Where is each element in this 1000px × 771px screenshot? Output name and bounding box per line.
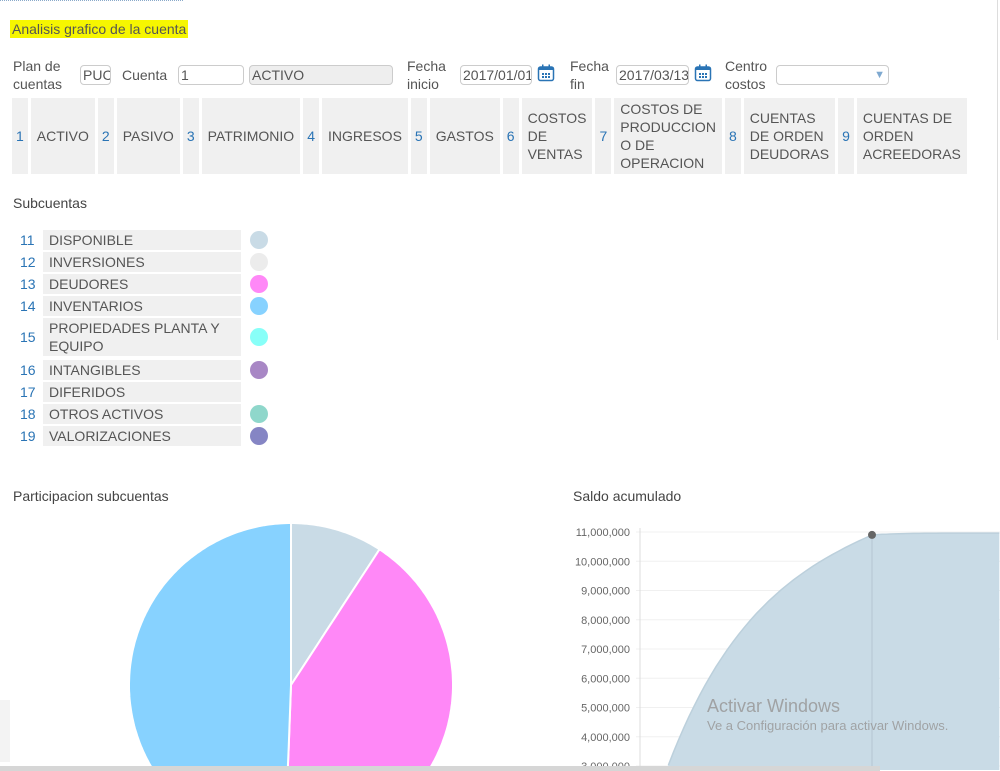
pie-chart-title: Participacion subcuentas: [13, 488, 169, 504]
data-point[interactable]: [868, 530, 876, 539]
area-line: [667, 532, 1000, 766]
plan-label: Plan de cuentas: [13, 58, 63, 92]
subcuenta-name: OTROS ACTIVOS: [43, 404, 241, 424]
account-class-item[interactable]: INGRESOS: [322, 98, 408, 174]
y-tick-label: 8,000,000: [581, 615, 630, 627]
color-swatch: [250, 405, 268, 423]
cuenta-input[interactable]: 1: [178, 65, 244, 85]
y-tick-label: 6,000,000: [581, 673, 630, 685]
cuenta-label: Cuenta: [122, 67, 168, 83]
watermark-subtitle: Ve a Configuración para activar Windows.: [707, 718, 949, 733]
account-number[interactable]: 3: [182, 98, 199, 174]
subcuenta-number: 17: [20, 384, 36, 400]
subcuenta-item[interactable]: 15 PROPIEDADES PLANTA Y EQUIPO: [14, 318, 268, 356]
y-tick-label: 7,000,000: [581, 644, 630, 656]
account-class-bar: 1 ACTIVO 2 PASIVO 3 PATRIMONIO 4 INGRESOS 5 GASTO…: [9, 98, 970, 174]
y-tick-label: 11,000,000: [576, 527, 630, 539]
account-class-item[interactable]: GASTOS: [429, 98, 500, 174]
account-class-item[interactable]: CUENTAS DE ORDEN ACREEDORAS: [856, 98, 967, 174]
account-number[interactable]: 2: [97, 98, 114, 174]
subcuenta-item[interactable]: 14 INVENTARIOS: [14, 296, 268, 316]
subcuenta-number: 14: [20, 298, 36, 314]
centro-costos-label: Centro costos: [725, 58, 768, 92]
right-divider: [997, 0, 998, 340]
pie-chart: [128, 522, 454, 771]
pie-slice[interactable]: [128, 522, 292, 771]
subcuenta-item[interactable]: 11 DISPONIBLE: [14, 230, 268, 250]
area-fill: [640, 533, 1000, 770]
y-tick-label: 10,000,000: [575, 556, 630, 568]
color-swatch: [250, 231, 268, 249]
color-swatch: [250, 297, 268, 315]
subcuenta-number: 18: [20, 406, 36, 422]
page-title: Analisis grafico de la cuenta: [10, 20, 189, 38]
color-swatch: [250, 253, 268, 271]
y-tick-label: 4,000,000: [581, 732, 630, 744]
plan-select[interactable]: PUC: [80, 65, 111, 85]
fecha-fin-label: Fecha fin: [570, 58, 609, 92]
subcuenta-item[interactable]: 13 DEUDORES: [14, 274, 268, 294]
top-divider: [0, 0, 183, 1]
subcuenta-name: DEUDORES: [43, 274, 241, 294]
account-class-item[interactable]: COSTOS DE VENTAS: [521, 98, 593, 174]
calendar-icon[interactable]: [537, 64, 555, 82]
y-tick-label: 5,000,000: [581, 703, 630, 715]
subcuenta-name: INVERSIONES: [43, 252, 241, 272]
account-class-item[interactable]: COSTOS DE PRODUCCION O DE OPERACION: [614, 98, 722, 174]
subcuenta-number: 16: [20, 362, 36, 378]
account-number[interactable]: 8: [724, 98, 741, 174]
subcuenta-item[interactable]: 12 INVERSIONES: [14, 252, 268, 272]
color-swatch: [250, 275, 268, 293]
color-swatch: [250, 383, 268, 401]
y-tick-label: 9,000,000: [581, 586, 630, 598]
subcuenta-number: 11: [20, 232, 35, 248]
subcuenta-name: DISPONIBLE: [43, 230, 241, 250]
subcuenta-item[interactable]: 19 VALORIZACIONES: [14, 426, 268, 446]
subcuenta-name: INTANGIBLES: [43, 360, 241, 380]
subcuenta-number: 15: [20, 329, 36, 345]
subcuenta-number: 13: [20, 276, 36, 292]
side-panel-handle[interactable]: [0, 700, 10, 762]
account-number[interactable]: 4: [303, 98, 319, 174]
account-class-item[interactable]: PASIVO: [116, 98, 180, 174]
color-swatch: [250, 427, 268, 445]
watermark-title: Activar Windows: [707, 696, 841, 716]
subcuenta-name: VALORIZACIONES: [43, 426, 241, 446]
area-chart-title: Saldo acumulado: [573, 488, 682, 504]
subcuenta-number: 19: [20, 428, 36, 444]
calendar-icon[interactable]: [694, 64, 712, 82]
subcuentas-title: Subcuentas: [13, 195, 87, 211]
account-class-item[interactable]: CUENTAS DE ORDEN DEUDORAS: [743, 98, 836, 174]
fecha-inicio-input[interactable]: 2017/01/01: [460, 65, 532, 85]
subcuenta-item[interactable]: 18 OTROS ACTIVOS: [14, 404, 268, 424]
subcuenta-name: PROPIEDADES PLANTA Y EQUIPO: [43, 318, 241, 356]
color-swatch: [250, 328, 268, 346]
account-class-item[interactable]: PATRIMONIO: [201, 98, 301, 174]
account-class-item[interactable]: ACTIVO: [30, 98, 95, 174]
fecha-inicio-label: Fecha inicio: [407, 58, 446, 92]
subcuenta-item[interactable]: 16 INTANGIBLES: [14, 360, 268, 380]
subcuenta-number: 12: [20, 254, 36, 270]
account-number[interactable]: 7: [595, 98, 612, 174]
fecha-fin-input[interactable]: 2017/03/13: [616, 65, 689, 85]
dropdown-arrow-icon: ▼: [874, 69, 885, 81]
area-chart: 11,000,000 10,000,000 9,000,000 8,000,000 7,…: [575, 527, 1000, 771]
account-number[interactable]: 6: [502, 98, 519, 174]
horizontal-scrollbar[interactable]: [0, 766, 880, 771]
subcuenta-name: INVENTARIOS: [43, 296, 241, 316]
subcuenta-name: DIFERIDOS: [43, 382, 241, 402]
centro-costos-select[interactable]: ▼: [776, 65, 889, 85]
account-number[interactable]: 9: [838, 98, 854, 174]
cuenta-name-field: ACTIVO: [249, 65, 393, 85]
account-number[interactable]: 1: [12, 98, 28, 174]
account-number[interactable]: 5: [410, 98, 427, 174]
subcuenta-item[interactable]: 17 DIFERIDOS: [14, 382, 268, 402]
color-swatch: [250, 361, 268, 379]
